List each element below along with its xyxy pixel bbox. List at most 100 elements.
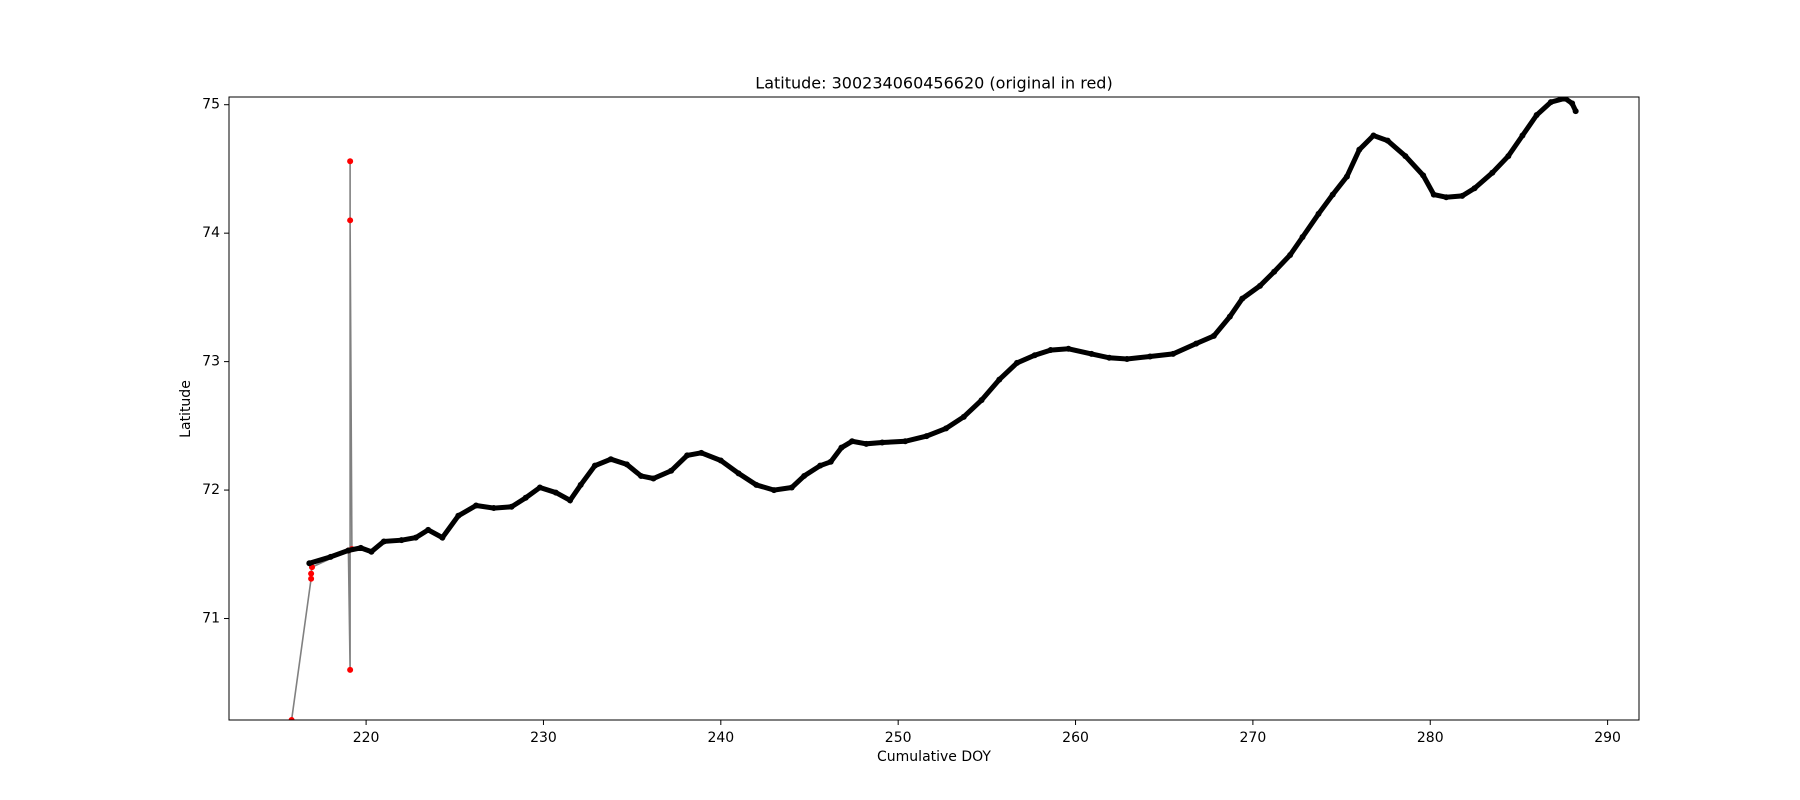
data-point xyxy=(849,438,856,445)
data-point xyxy=(801,472,808,479)
plot-area xyxy=(288,97,1579,720)
data-point xyxy=(1287,251,1294,258)
data-point xyxy=(522,494,529,501)
y-tick-label: 75 xyxy=(202,97,220,113)
data-point xyxy=(1562,97,1569,102)
x-tick-label: 260 xyxy=(1062,730,1089,746)
data-point xyxy=(347,217,354,224)
data-point xyxy=(1430,191,1437,198)
series-line xyxy=(290,161,353,720)
y-tick-label: 74 xyxy=(202,225,220,241)
data-point xyxy=(306,560,313,567)
data-point xyxy=(879,439,886,446)
data-point xyxy=(345,547,352,554)
data-point xyxy=(753,481,760,488)
data-point xyxy=(1343,173,1350,180)
data-point xyxy=(902,438,909,445)
data-point xyxy=(508,503,515,510)
data-point xyxy=(1569,100,1576,107)
data-point xyxy=(1047,347,1054,354)
data-point xyxy=(577,481,584,488)
data-point xyxy=(684,452,691,459)
data-point xyxy=(1384,137,1391,144)
data-point xyxy=(455,512,462,519)
data-point xyxy=(817,462,824,469)
y-tick-label: 72 xyxy=(202,482,220,498)
chart-title: Latitude: 300234060456620 (original in r… xyxy=(755,74,1112,93)
data-point xyxy=(623,461,630,468)
data-point xyxy=(607,456,614,463)
data-point xyxy=(996,376,1003,383)
data-point xyxy=(1256,282,1263,289)
data-point xyxy=(863,440,870,447)
data-point xyxy=(347,666,354,673)
data-point xyxy=(1271,268,1278,275)
data-point xyxy=(1299,234,1306,241)
data-point xyxy=(1147,353,1154,360)
data-point xyxy=(1170,350,1177,357)
data-point xyxy=(1471,185,1478,192)
data-point xyxy=(368,548,375,555)
data-point xyxy=(380,538,387,545)
data-point xyxy=(650,475,657,482)
data-point xyxy=(1088,350,1095,357)
x-tick-label: 220 xyxy=(353,730,380,746)
data-point xyxy=(425,526,432,533)
x-tick-label: 270 xyxy=(1240,730,1267,746)
data-point xyxy=(978,397,985,404)
y-tick-label: 71 xyxy=(202,611,220,627)
data-point xyxy=(1031,352,1038,359)
data-point xyxy=(1533,111,1540,118)
data-point xyxy=(347,158,354,165)
x-tick-label: 240 xyxy=(707,730,734,746)
data-point xyxy=(1443,194,1450,201)
data-point xyxy=(288,717,295,720)
data-point xyxy=(357,544,364,551)
data-point xyxy=(490,505,497,512)
data-point xyxy=(638,472,645,479)
data-point xyxy=(1572,108,1579,115)
series-line xyxy=(308,97,1578,566)
data-point xyxy=(1370,132,1377,139)
x-tick-label: 230 xyxy=(530,730,557,746)
axes-frame xyxy=(228,96,1640,721)
data-point xyxy=(1329,191,1336,198)
y-tick-label: 73 xyxy=(202,354,220,370)
data-point xyxy=(1226,313,1233,320)
data-point xyxy=(412,534,419,541)
data-point xyxy=(717,457,724,464)
data-point xyxy=(838,444,845,451)
data-point xyxy=(923,433,930,440)
data-point xyxy=(473,502,480,509)
x-tick-label: 280 xyxy=(1417,730,1444,746)
data-point xyxy=(1489,169,1496,176)
data-point xyxy=(1420,172,1427,179)
x-tick-label: 250 xyxy=(885,730,912,746)
data-point xyxy=(668,467,675,474)
y-axis-label: Latitude xyxy=(178,380,194,438)
data-point xyxy=(536,484,543,491)
data-point xyxy=(1547,99,1554,106)
data-point xyxy=(943,425,950,432)
data-point xyxy=(1356,146,1363,153)
data-point xyxy=(788,484,795,491)
data-point xyxy=(1315,210,1322,217)
data-point xyxy=(827,458,834,465)
data-point xyxy=(1065,345,1072,352)
data-point xyxy=(1106,354,1113,361)
data-point xyxy=(567,497,574,504)
data-point xyxy=(1014,359,1021,366)
data-point xyxy=(771,487,778,494)
x-axis-label: Cumulative DOY xyxy=(877,749,991,765)
data-point xyxy=(308,570,315,577)
data-point xyxy=(398,537,405,544)
data-point xyxy=(735,470,742,477)
data-point xyxy=(552,489,559,496)
data-point xyxy=(1239,295,1246,302)
data-point xyxy=(1123,356,1130,363)
data-point xyxy=(1459,192,1466,199)
data-point xyxy=(1193,340,1200,347)
data-point xyxy=(1210,332,1217,339)
data-point xyxy=(960,413,967,420)
